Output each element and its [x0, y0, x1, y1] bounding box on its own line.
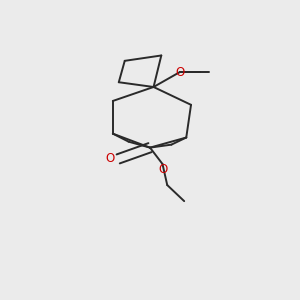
Text: O: O	[158, 164, 168, 176]
Text: O: O	[105, 152, 115, 165]
Text: O: O	[175, 66, 184, 79]
